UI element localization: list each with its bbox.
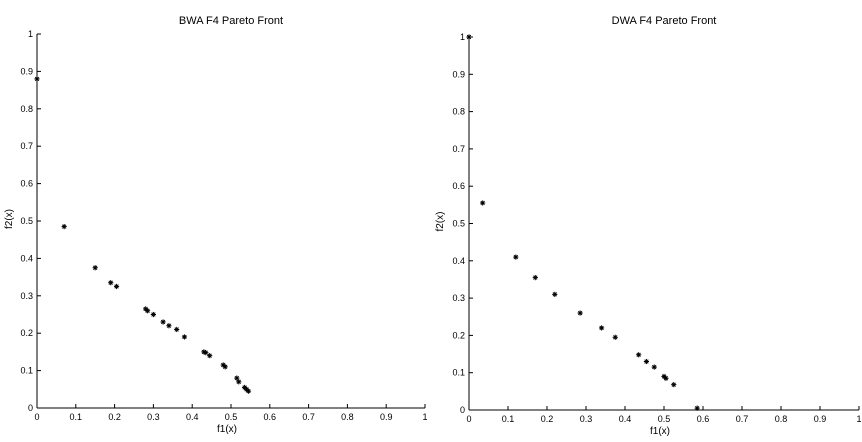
y-tick-label: 0.1 — [20, 366, 33, 376]
data-point — [236, 379, 242, 385]
data-point — [92, 265, 98, 271]
x-tick-label: 1 — [856, 414, 861, 424]
y-tick-label: 0.7 — [452, 144, 465, 154]
y-tick-label: 0.5 — [452, 219, 465, 229]
data-point — [203, 350, 209, 356]
x-tick-label: 0.1 — [502, 414, 515, 424]
data-point — [480, 200, 486, 206]
x-tick-label: 0.8 — [341, 412, 354, 422]
data-point — [144, 308, 151, 314]
x-tick-label: 0.4 — [619, 414, 632, 424]
data-point — [245, 388, 252, 394]
y-tick-label: 1 — [28, 29, 33, 39]
x-tick-label: 0 — [34, 412, 39, 422]
data-point — [113, 283, 120, 290]
y-tick-label: 0.7 — [20, 141, 33, 151]
x-tick-label: 0.2 — [541, 414, 554, 424]
x-tick-label: 0.3 — [147, 412, 160, 422]
data-point — [222, 364, 228, 370]
y-tick-label: 0.2 — [20, 328, 33, 338]
x-tick-label: 0.7 — [302, 412, 315, 422]
x-tick-label: 0.6 — [697, 414, 710, 424]
data-point — [174, 326, 180, 333]
chart-panel-bwa: BWA F4 Pareto Front 0 0.1 0.2 0.3 0.4 0.5 0.6 0.… — [0, 0, 431, 437]
data-point — [636, 352, 642, 358]
y-tick-label: 0.8 — [20, 104, 33, 114]
x-tick-label: 0.5 — [658, 414, 671, 424]
y-tick-label: 0.3 — [20, 291, 33, 301]
chart-title: DWA F4 Pareto Front — [612, 15, 717, 27]
x-tick-label: 0.4 — [186, 412, 199, 422]
chart-dwa-f4-pareto-front: DWA F4 Pareto Front 0 0.1 0.2 0.3 0.4 0.5 0.6 0.… — [435, 15, 862, 437]
x-tick-label: 0.6 — [264, 412, 277, 422]
x-tick-label: 0.7 — [736, 414, 749, 424]
x-tick-label: 0.3 — [580, 414, 593, 424]
y-tick-label: 0.3 — [452, 293, 465, 303]
y-tick-label: 1 — [460, 32, 465, 42]
chart-title: BWA F4 Pareto Front — [179, 15, 283, 27]
data-point — [671, 382, 677, 388]
y-tick-label: 0.4 — [452, 256, 465, 266]
data-point — [694, 405, 700, 411]
data-point — [612, 334, 618, 340]
y-axis-label: f2(x) — [4, 209, 15, 229]
y-tick-label: 0 — [460, 405, 465, 415]
y-tick-label: 0.6 — [20, 179, 33, 189]
data-point — [513, 254, 519, 260]
data-point — [207, 353, 213, 359]
data-point — [234, 375, 240, 381]
x-tick-label: 0.2 — [108, 412, 121, 422]
x-tick-label: 1 — [422, 412, 427, 422]
x-tick-label: 0 — [466, 414, 471, 424]
y-tick-label: 0.9 — [20, 66, 33, 76]
data-point — [552, 291, 558, 297]
y-tick-label: 0.6 — [452, 181, 465, 191]
x-tick-label: 0.1 — [70, 412, 83, 422]
data-point — [181, 334, 188, 340]
y-axis-label: f2(x) — [435, 212, 446, 232]
data-point — [166, 323, 172, 329]
data-point — [61, 224, 67, 230]
x-axis-label: f1(x) — [650, 426, 670, 437]
data-point — [150, 311, 156, 318]
y-tick-label: 0.9 — [452, 69, 465, 79]
y-tick-label: 0.2 — [452, 330, 465, 340]
data-point — [577, 310, 583, 316]
chart-bwa-f4-pareto-front: BWA F4 Pareto Front 0 0.1 0.2 0.3 0.4 0.5 0.6 0.… — [4, 15, 428, 435]
data-point — [160, 319, 166, 325]
data-point — [34, 76, 40, 82]
data-point — [599, 325, 605, 331]
data-point — [466, 34, 472, 40]
data-point — [108, 280, 114, 286]
data-point — [663, 375, 669, 381]
y-tick-label: 0.1 — [452, 368, 465, 378]
y-tick-label: 0 — [28, 403, 33, 413]
y-tick-label: 0.4 — [20, 253, 33, 263]
x-tick-label: 0.5 — [225, 412, 238, 422]
y-tick-label: 0.5 — [20, 216, 33, 226]
data-point — [532, 274, 538, 281]
y-tick-label: 0.8 — [452, 107, 465, 117]
data-point — [651, 364, 657, 370]
x-tick-label: 0.9 — [380, 412, 393, 422]
chart-panel-dwa: DWA F4 Pareto Front 0 0.1 0.2 0.3 0.4 0.5 0.6 0.… — [431, 0, 862, 437]
x-tick-label: 0.9 — [814, 414, 827, 424]
x-axis-label: f1(x) — [217, 424, 237, 435]
data-point — [643, 358, 650, 365]
x-tick-label: 0.8 — [775, 414, 788, 424]
